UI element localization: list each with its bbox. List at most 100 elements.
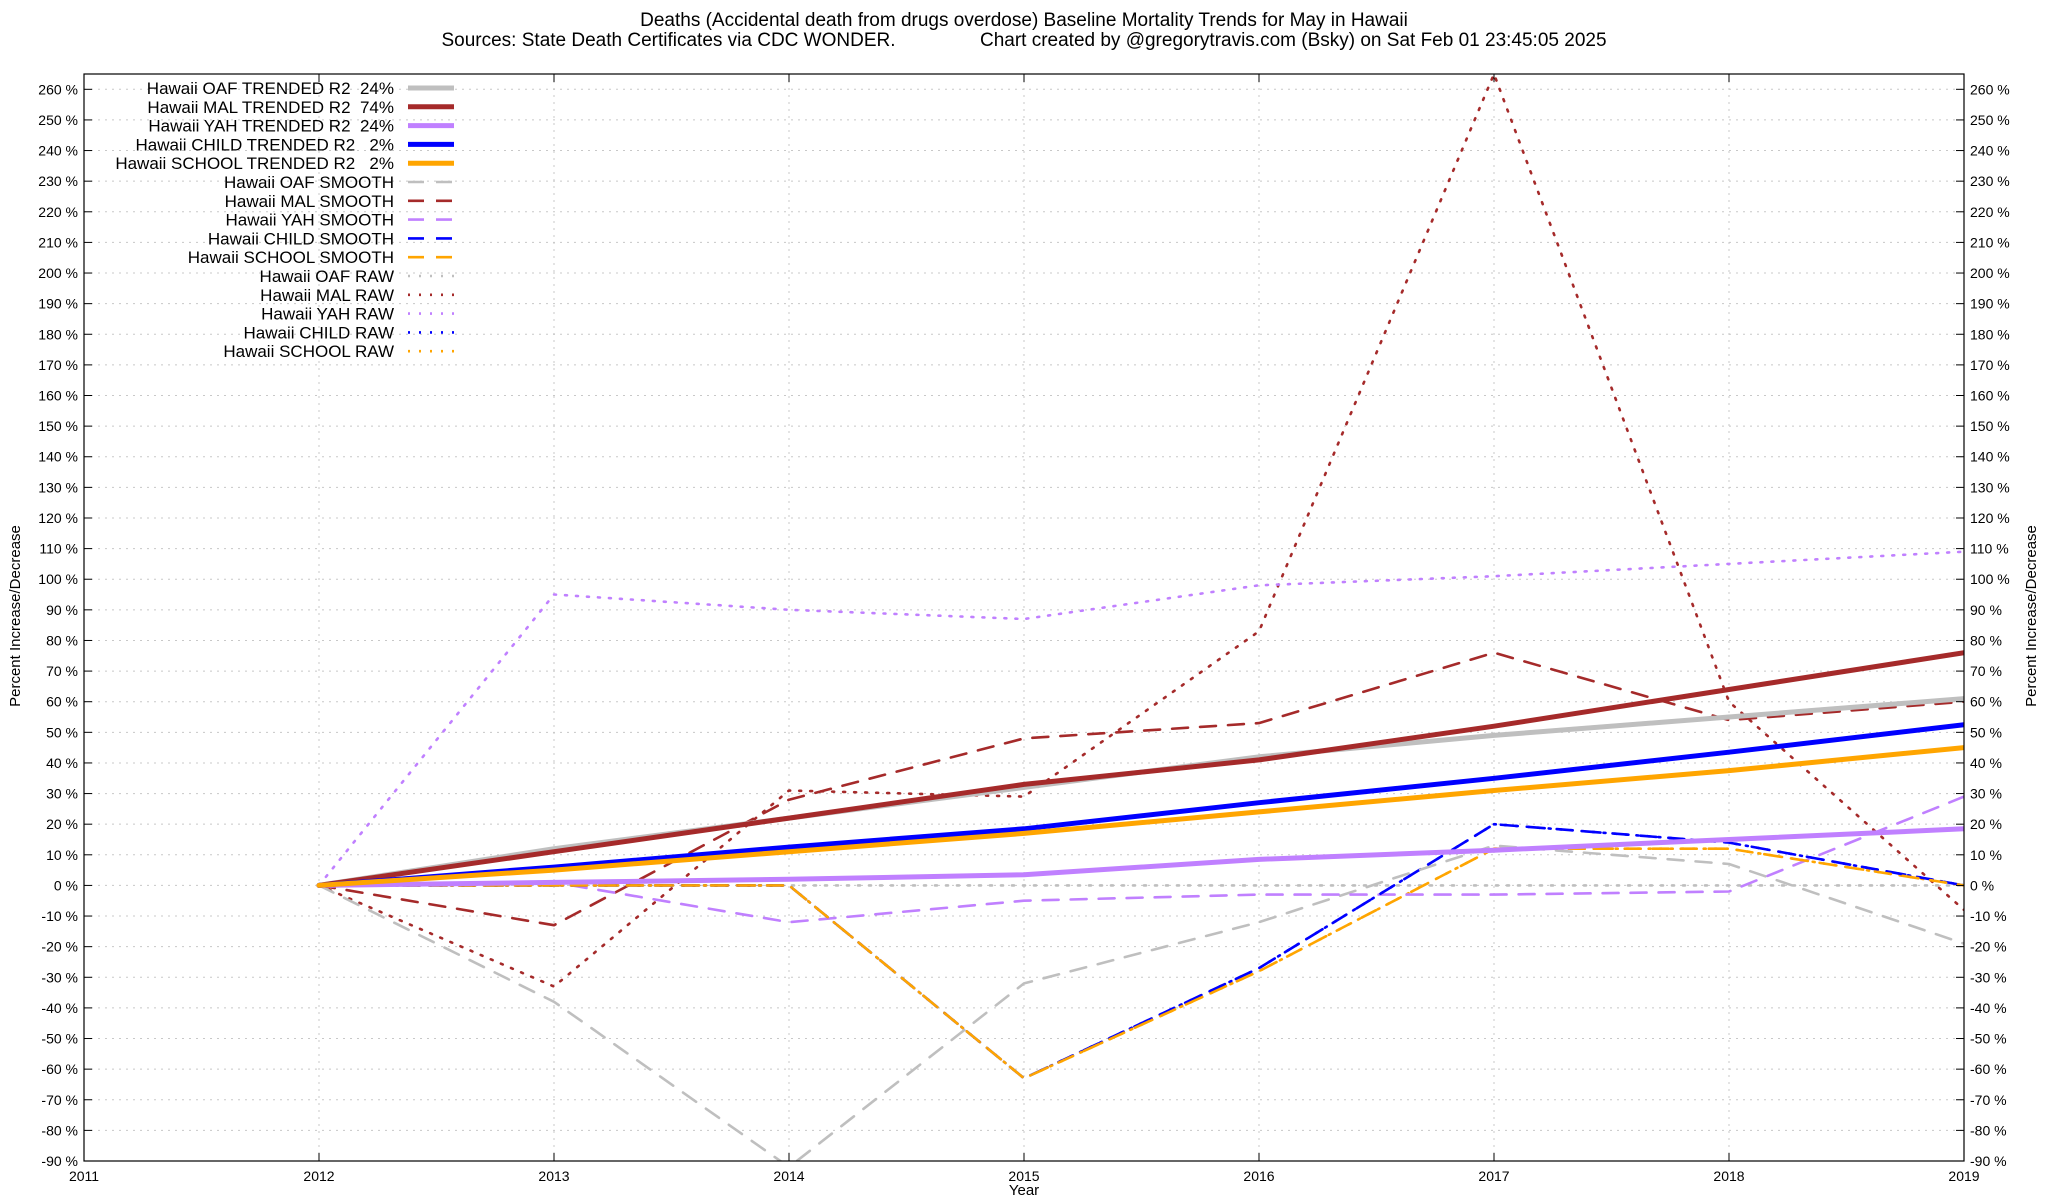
y-tick-label-left: 220 % [38,204,78,220]
series-line-hawaii-oaf-trended-r2-24 [316,696,1964,888]
y-tick-label-left: 250 % [38,112,78,128]
y-tick-label-left: 80 % [46,632,78,648]
legend-label: Hawaii SCHOOL RAW [223,342,394,361]
x-tick-label: 2016 [1243,1168,1274,1184]
y2-tick-label-right: 30 % [1970,786,2002,802]
y2-tick-label-right: 130 % [1970,479,2010,495]
y2-tick-label-right: 20 % [1970,816,2002,832]
y-tick-label-left: 30 % [46,786,78,802]
legend-label: Hawaii MAL RAW [260,286,394,305]
legend-label: Hawaii OAF SMOOTH [224,173,394,192]
y-tick-label-left: 40 % [46,755,78,771]
series-line-hawaii-school-smooth [317,847,1964,1080]
y-tick-label-left: 200 % [38,265,78,281]
x-tick-label: 2019 [1948,1168,1979,1184]
legend-label: Hawaii CHILD RAW [243,323,394,342]
legend-label: Hawaii SCHOOL SMOOTH [188,248,394,267]
x-tick-label: 2013 [538,1168,569,1184]
x-axis-label: Year [1009,1182,1039,1199]
series-line-hawaii-yah-trended-r2-24 [316,826,1964,888]
x-tick-label: 2012 [303,1168,334,1184]
y2-tick-label-right: -10 % [1970,908,2007,924]
series-layer [316,74,1964,1161]
y-tick-label-left: -30 % [41,969,78,985]
y-tick-label-left: 130 % [38,479,78,495]
y-tick-label-left: 170 % [38,357,78,373]
y-tick-label-left: 110 % [39,541,78,557]
x-tick-label: 2017 [1478,1168,1509,1184]
y2-tick-label-right: 60 % [1970,694,2002,710]
legend-label: Hawaii YAH TRENDED R2 24% [148,117,394,136]
legend: Hawaii OAF TRENDED R2 24%Hawaii MAL TREN… [115,79,454,361]
y2-tick-label-right: 180 % [1970,326,2010,342]
y-tick-label-left: -70 % [41,1092,78,1108]
y2-tick-label-right: 90 % [1970,602,2002,618]
series-line-hawaii-school-trended-r2-2 [316,745,1964,888]
y-tick-label-left: -80 % [41,1122,78,1138]
y2-tick-label-right: 100 % [1970,571,2010,587]
y-tick-label-left: 210 % [38,234,78,250]
legend-label: Hawaii MAL SMOOTH [225,192,394,211]
y-tick-label-left: -60 % [41,1061,78,1077]
chart-title: Deaths (Accidental death from drugs over… [640,10,1408,31]
series-line-hawaii-child-smooth [317,822,1964,1080]
y-tick-label-left: 140 % [38,449,78,465]
y2-tick-label-right: -80 % [1970,1122,2007,1138]
legend-label: Hawaii MAL TRENDED R2 74% [147,98,394,117]
legend-label: Hawaii OAF TRENDED R2 24% [147,79,394,98]
y-tick-label-left: 0 % [54,877,78,893]
y-tick-label-left: -10 % [41,908,78,924]
y-tick-label-left: 180 % [38,326,78,342]
y2-tick-label-right: 70 % [1970,663,2002,679]
series-line-hawaii-child-raw [317,822,1964,1080]
series-line-hawaii-yah-smooth [317,795,1964,924]
series-line-hawaii-child-trended-r2-2 [316,722,1964,888]
y-tick-label-left: -50 % [41,1031,78,1047]
legend-label: Hawaii CHILD TRENDED R2 2% [135,135,394,154]
y2-tick-label-right: 110 % [1970,541,2009,557]
y2-tick-label-right: 120 % [1970,510,2010,526]
y2-tick-label-right: 210 % [1970,234,2010,250]
y-tick-label-left: 50 % [46,724,78,740]
y-tick-label-left: 100 % [38,571,78,587]
y2-tick-label-right: 80 % [1970,632,2002,648]
y-tick-label-left: 230 % [38,173,78,189]
y-axis-label: Percent Increase/Decrease [7,525,24,707]
series-line-hawaii-mal-smooth [317,651,1964,927]
series-line-hawaii-mal-raw [317,74,1964,988]
y-tick-label-left: 90 % [46,602,78,618]
series-line-hawaii-oaf-smooth [317,844,1964,1161]
legend-label: Hawaii YAH RAW [261,305,394,324]
y2-tick-label-right: 240 % [1970,143,2010,159]
x-tick-label: 2018 [1713,1168,1744,1184]
y-tick-label-left: 160 % [38,388,78,404]
y2-tick-label-right: 50 % [1970,724,2002,740]
series-line-hawaii-mal-trended-r2-74 [316,650,1964,888]
y2-tick-label-right: 260 % [1970,81,2010,97]
y2-tick-label-right: 160 % [1970,388,2010,404]
y2-tick-label-right: 0 % [1970,877,1994,893]
y2-tick-label-right: -60 % [1970,1061,2007,1077]
y2-tick-label-right: -70 % [1970,1092,2007,1108]
y2-axis-label: Percent Increase/Decrease [2023,525,2040,707]
chart-subtitle: Sources: State Death Certificates via CD… [441,30,1606,51]
legend-label: Hawaii SCHOOL TRENDED R2 2% [115,154,394,173]
y2-tick-label-right: 190 % [1970,296,2010,312]
y-tick-label-left: 70 % [46,663,78,679]
ticks: 2011 2012 2013 2014 2015 2016 2017 2018 2019 260 … [38,74,2010,1184]
y2-tick-label-right: 40 % [1970,755,2002,771]
legend-label: Hawaii OAF RAW [260,267,394,286]
y-tick-label-left: -90 % [41,1153,78,1169]
y2-tick-label-right: -30 % [1970,969,2007,985]
y2-tick-label-right: 200 % [1970,265,2010,281]
y2-tick-label-right: -50 % [1970,1031,2007,1047]
y2-tick-label-right: -40 % [1970,1000,2007,1016]
y2-tick-label-right: 140 % [1970,449,2010,465]
y2-tick-label-right: -20 % [1970,939,2007,955]
y-tick-label-left: -40 % [41,1000,78,1016]
y2-tick-label-right: -90 % [1970,1153,2007,1169]
y2-tick-label-right: 10 % [1970,847,2002,863]
y2-tick-label-right: 250 % [1970,112,2010,128]
